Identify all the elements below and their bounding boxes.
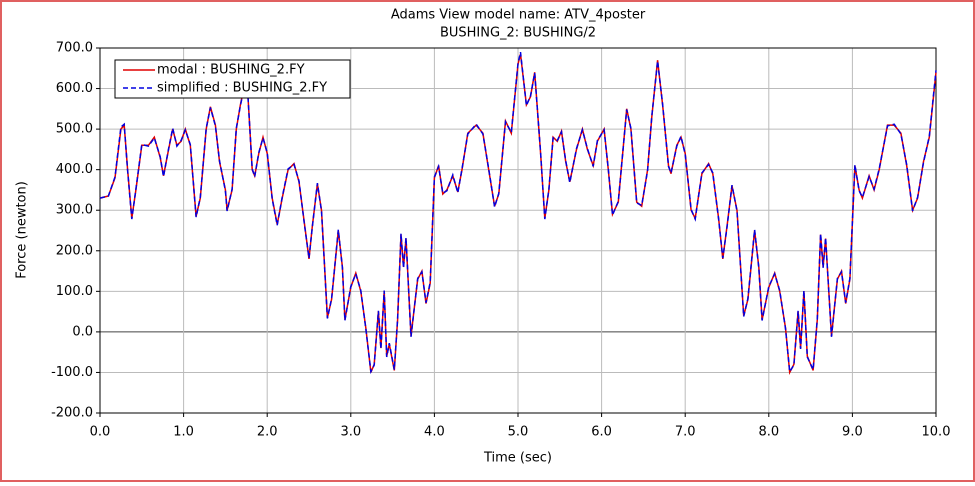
chart-subtitle: BUSHING_2: BUSHING/2 xyxy=(440,26,596,41)
x-axis-label: Time (sec) xyxy=(483,451,552,466)
x-tick-label: 9.0 xyxy=(842,425,863,440)
x-tick-label: 1.0 xyxy=(173,425,194,440)
x-tick-label: 3.0 xyxy=(340,425,361,440)
x-tick-label: 7.0 xyxy=(675,425,696,440)
y-tick-label: 600.0 xyxy=(56,81,93,96)
legend-box xyxy=(114,59,351,99)
x-tick-label: 4.0 xyxy=(424,425,445,440)
x-tick-label: 6.0 xyxy=(591,425,612,440)
y-tick-label: 200.0 xyxy=(56,243,93,258)
y-tick-label: 100.0 xyxy=(56,284,93,299)
y-tick-label: 700.0 xyxy=(56,41,93,56)
y-tick-label: 300.0 xyxy=(56,203,93,218)
x-tick-label: 8.0 xyxy=(758,425,779,440)
y-axis-label: Force (newton) xyxy=(15,181,30,279)
legend-label: modal : BUSHING_2.FY xyxy=(157,63,305,78)
y-tick-label: 500.0 xyxy=(56,122,93,137)
y-tick-label: 0.0 xyxy=(72,324,93,339)
x-tick-label: 5.0 xyxy=(508,425,529,440)
legend-label: simplified : BUSHING_2.FY xyxy=(157,81,327,96)
x-tick-label: 0.0 xyxy=(90,425,111,440)
y-tick-label: -100.0 xyxy=(51,365,93,380)
y-tick-label: 400.0 xyxy=(56,162,93,177)
y-tick-label: -200.0 xyxy=(51,406,93,421)
plot-border xyxy=(99,47,937,414)
x-tick-label: 2.0 xyxy=(257,425,278,440)
x-tick-label: 10.0 xyxy=(922,425,951,440)
series-line xyxy=(99,51,937,375)
chart-title: Adams View model name: ATV_4poster xyxy=(391,8,646,23)
